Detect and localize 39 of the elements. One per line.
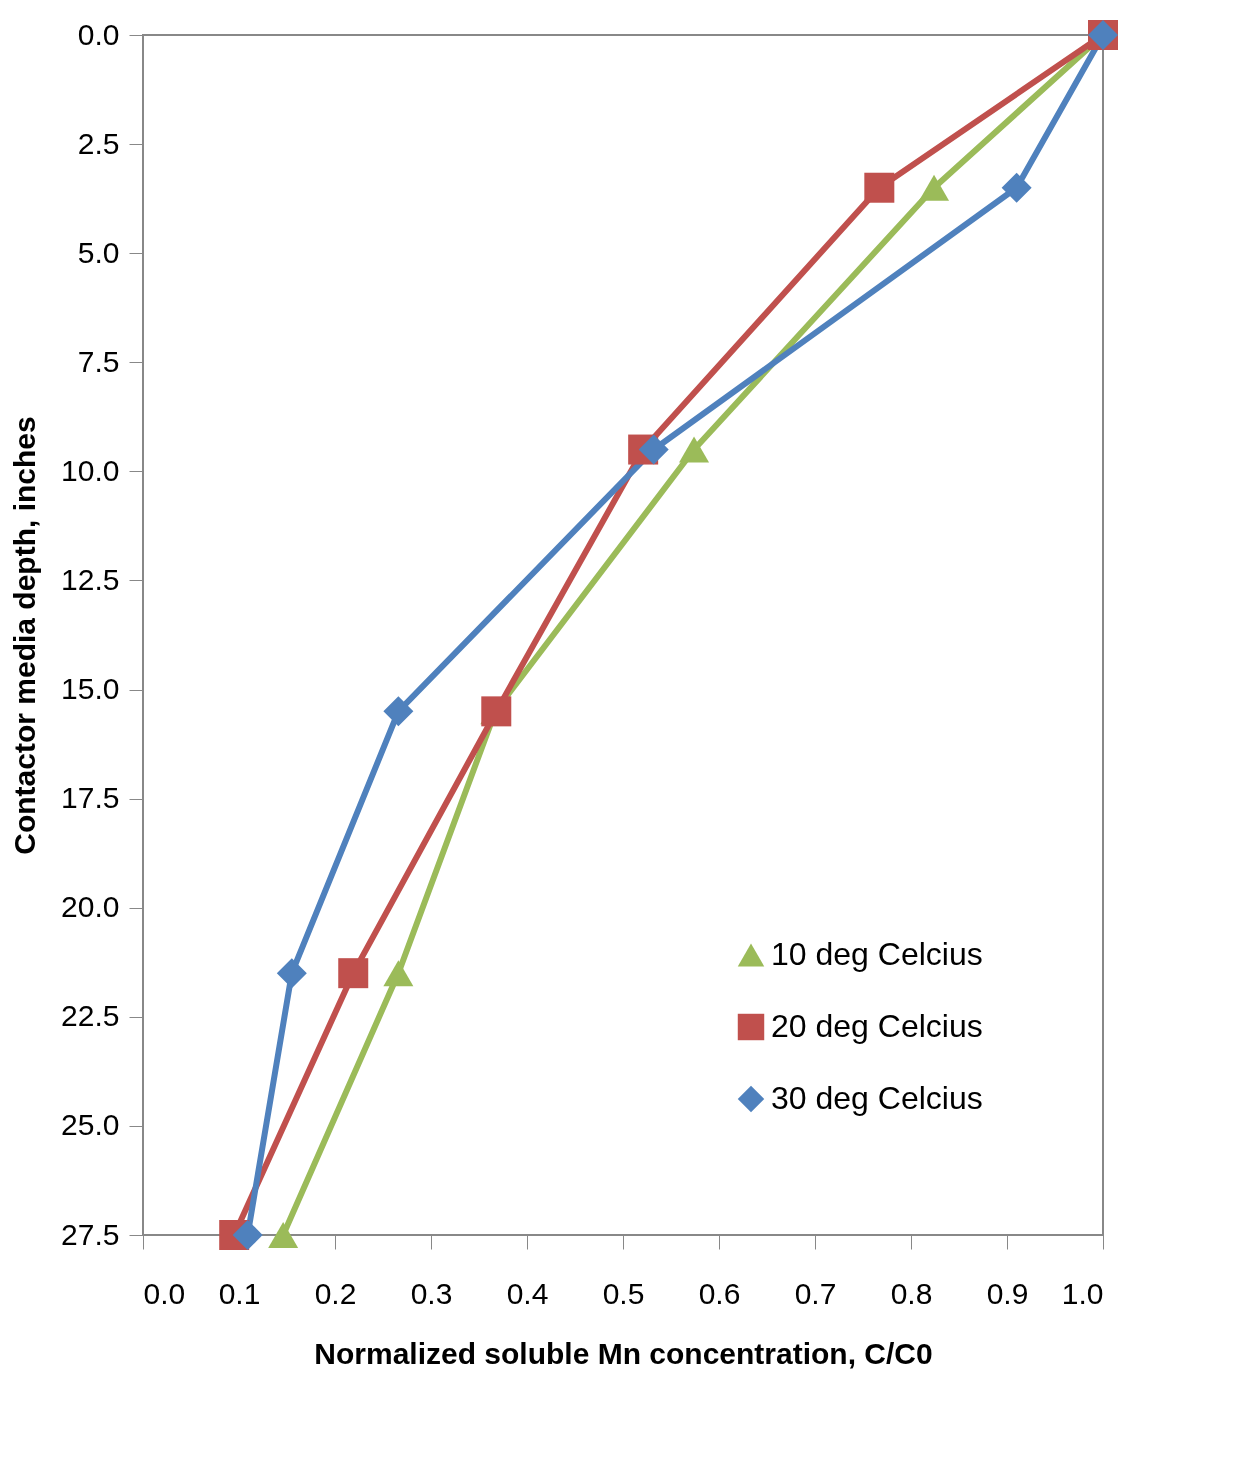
- y-tick-label: 25.0: [61, 1108, 120, 1142]
- x-tick-label: 0.6: [698, 1276, 741, 1310]
- x-tick-label: 0.1: [218, 1276, 261, 1310]
- y-axis-title: Contactor media depth, inches: [8, 416, 42, 855]
- y-tick-label: 15.0: [61, 672, 120, 706]
- y-tick-label: 2.5: [77, 126, 120, 160]
- point: [864, 172, 895, 203]
- point: [338, 958, 369, 989]
- y-tick-label: 12.5: [61, 562, 120, 596]
- x-tick-label: 0.9: [986, 1276, 1029, 1310]
- y-tick-label: 17.5: [61, 781, 120, 815]
- x-tick-label: 0.8: [890, 1276, 933, 1310]
- y-tick-label: 10.0: [61, 453, 120, 487]
- x-tick-label: 0.5: [602, 1276, 645, 1310]
- y-tick-label: 7.5: [77, 344, 120, 378]
- x-tick-label: 0.4: [506, 1276, 549, 1310]
- y-tick-label: 27.5: [61, 1217, 120, 1251]
- x-tick-label: 0.0: [143, 1276, 186, 1310]
- point: [1001, 172, 1032, 203]
- point: [919, 174, 950, 201]
- point: [268, 1222, 299, 1248]
- point: [383, 696, 414, 727]
- x-tick-label: 0.3: [410, 1276, 453, 1310]
- point: [383, 960, 414, 987]
- x-axis-title: Normalized soluble Mn concentration, C/C0: [314, 1336, 933, 1370]
- point: [638, 434, 669, 465]
- x-tick-label: 1.0: [1061, 1276, 1104, 1310]
- y-tick-label: 5.0: [77, 235, 120, 269]
- legend-label: 30 deg Celcius: [771, 1080, 983, 1116]
- point: [679, 436, 710, 463]
- legend-label: 20 deg Celcius: [771, 1008, 983, 1044]
- point: [232, 1220, 263, 1250]
- x-tick-label: 0.7: [794, 1276, 837, 1310]
- y-tick-label: 22.5: [61, 999, 120, 1033]
- legend-label: 10 deg Celcius: [771, 936, 983, 972]
- x-tick-label: 0.2: [314, 1276, 357, 1310]
- point: [276, 958, 307, 989]
- y-tick-label: 20.0: [61, 890, 120, 924]
- y-tick-label: 0.0: [77, 17, 120, 51]
